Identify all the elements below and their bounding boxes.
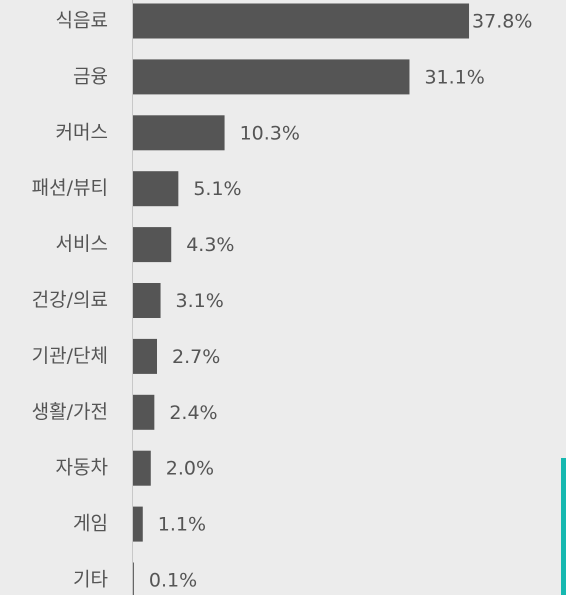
bar bbox=[133, 59, 410, 95]
bar bbox=[133, 506, 143, 542]
category-label: 패션/뷰티 bbox=[32, 177, 108, 199]
category-label: 기타 bbox=[73, 569, 108, 591]
bar bbox=[133, 450, 151, 486]
accent-bar bbox=[561, 458, 566, 595]
value-label: 3.1% bbox=[176, 290, 224, 312]
bar bbox=[133, 562, 134, 595]
category-label: 게임 bbox=[73, 513, 108, 535]
value-label: 37.8% bbox=[472, 11, 532, 33]
value-label: 0.1% bbox=[149, 570, 197, 592]
category-label: 금융 bbox=[73, 65, 108, 87]
value-label: 31.1% bbox=[424, 66, 484, 88]
value-label: 2.4% bbox=[169, 402, 217, 424]
bar bbox=[133, 283, 161, 318]
bar bbox=[133, 338, 158, 374]
bar bbox=[133, 171, 179, 207]
value-label: 5.1% bbox=[193, 178, 241, 200]
value-label: 4.3% bbox=[186, 234, 234, 256]
category-label: 서비스 bbox=[56, 233, 108, 255]
value-label: 2.0% bbox=[166, 458, 214, 480]
value-label: 2.7% bbox=[172, 346, 220, 368]
category-label: 건강/의료 bbox=[32, 289, 108, 311]
value-label: 1.1% bbox=[158, 514, 206, 536]
category-label: 생활/가전 bbox=[32, 401, 108, 423]
value-label: 10.3% bbox=[240, 122, 300, 144]
bar bbox=[133, 394, 155, 430]
bar bbox=[133, 227, 172, 263]
category-label: 식음료 bbox=[56, 10, 108, 32]
category-label: 기관/단체 bbox=[32, 345, 108, 367]
bar bbox=[133, 115, 225, 151]
category-label: 커머스 bbox=[56, 121, 108, 143]
bar bbox=[133, 3, 470, 39]
category-label: 자동차 bbox=[56, 457, 108, 479]
